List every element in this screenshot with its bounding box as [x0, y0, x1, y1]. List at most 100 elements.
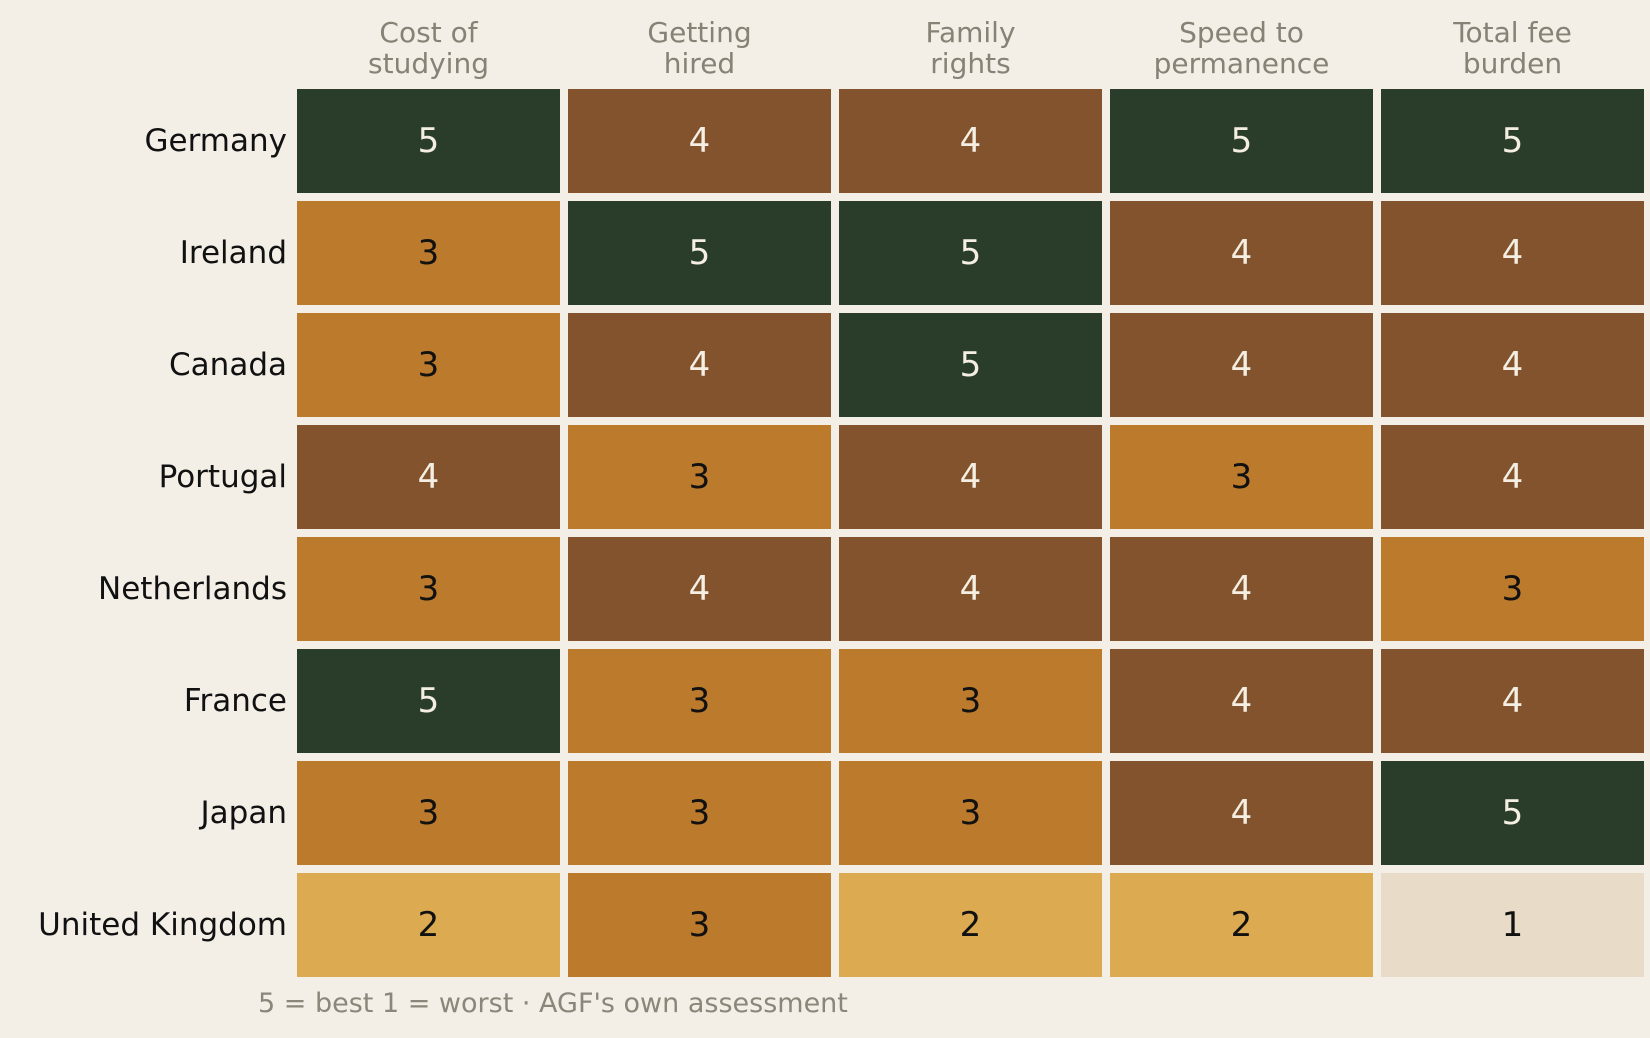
column-label-line: permanence: [1154, 47, 1330, 80]
cell-value-label: 4: [1502, 345, 1524, 385]
row-label-ireland: Ireland: [180, 235, 287, 271]
heatmap-cell-netherlands-total-fee-burden: [1381, 537, 1644, 641]
cell-value-label: 5: [689, 233, 711, 273]
heatmap-cell-portugal-getting-hired: [568, 425, 831, 529]
heatmap-cell-japan-total-fee-burden: [1381, 761, 1644, 865]
cell-value-label: 4: [1231, 793, 1253, 833]
column-label-line: Total fee: [1452, 16, 1572, 49]
heatmap-cell-canada-total-fee-burden: [1381, 313, 1644, 417]
cell-value-label: 5: [418, 681, 440, 721]
heatmap-cell-netherlands-cost-of-studying: [297, 537, 560, 641]
heatmap-cell-ireland-family-rights: [839, 201, 1102, 305]
cell-value-label: 3: [689, 905, 711, 945]
cell-value-label: 4: [1502, 457, 1524, 497]
row-labels: Germany Ireland Canada Portugal Netherlands F…: [38, 123, 287, 943]
heatmap-cell-france-family-rights: [839, 649, 1102, 753]
heatmap-cell-portugal-speed-to-permanence: [1110, 425, 1373, 529]
cell-value-label: 4: [1231, 345, 1253, 385]
heatmap-cell-united-kingdom-speed-to-permanence: [1110, 873, 1373, 977]
heatmap-cell-japan-speed-to-permanence: [1110, 761, 1373, 865]
column-label-line: Cost of: [379, 16, 478, 49]
heatmap-cell-japan-getting-hired: [568, 761, 831, 865]
row-label-japan: Japan: [199, 795, 287, 831]
heatmap-cell-canada-speed-to-permanence: [1110, 313, 1373, 417]
heatmap-cell-germany-speed-to-permanence: [1110, 89, 1373, 193]
column-label-getting-hired: Getting hired: [647, 16, 751, 80]
heatmap-cell-ireland-speed-to-permanence: [1110, 201, 1373, 305]
column-label-line: Family: [925, 16, 1015, 49]
column-label-line: studying: [368, 47, 489, 80]
heatmap-cell-germany-cost-of-studying: [297, 89, 560, 193]
cell-value-label: 5: [1502, 121, 1524, 161]
cell-value-label: 4: [689, 345, 711, 385]
heatmap-cell-canada-cost-of-studying: [297, 313, 560, 417]
cell-value-label: 2: [960, 905, 982, 945]
heatmap-cell-japan-cost-of-studying: [297, 761, 560, 865]
cell-value-label: 5: [418, 121, 440, 161]
cell-value-label: 4: [1231, 681, 1253, 721]
row-label-germany: Germany: [145, 123, 287, 159]
heatmap-cell-netherlands-family-rights: [839, 537, 1102, 641]
row-label-portugal: Portugal: [159, 459, 287, 495]
heatmap-cells: 5 4 4 5 5 3 5 5 4 4 3 4 5 4 4 4 3 4 3 4 3 4 4 4 3 5 3 3 4 4 3 3 3 4 5 2 3 2 2 1: [297, 89, 1644, 977]
cell-value-label: 1: [1502, 905, 1524, 945]
heatmap-cell-germany-family-rights: [839, 89, 1102, 193]
row-label-united-kingdom: United Kingdom: [38, 907, 287, 943]
cell-value-label: 3: [418, 345, 440, 385]
row-label-france: France: [184, 683, 287, 719]
cell-value-label: 4: [1231, 569, 1253, 609]
cell-value-label: 4: [1502, 233, 1524, 273]
cell-value-label: 5: [1502, 793, 1524, 833]
cell-value-label: 3: [689, 457, 711, 497]
heatmap-cell-germany-total-fee-burden: [1381, 89, 1644, 193]
heatmap-cell-japan-family-rights: [839, 761, 1102, 865]
cell-value-label: 4: [960, 569, 982, 609]
heatmap-cell-portugal-family-rights: [839, 425, 1102, 529]
cell-value-label: 5: [1231, 121, 1253, 161]
cell-value-label: 3: [1502, 569, 1524, 609]
heatmap-cell-france-total-fee-burden: [1381, 649, 1644, 753]
cell-value-label: 3: [689, 681, 711, 721]
column-labels: Cost of studying Getting hired Family rights S…: [368, 16, 1572, 80]
cell-value-label: 4: [689, 121, 711, 161]
cell-value-label: 4: [960, 457, 982, 497]
cell-value-label: 5: [960, 233, 982, 273]
cell-value-label: 4: [960, 121, 982, 161]
heatmap-cell-ireland-total-fee-burden: [1381, 201, 1644, 305]
cell-value-label: 3: [418, 233, 440, 273]
row-label-canada: Canada: [169, 347, 287, 383]
cell-value-label: 4: [689, 569, 711, 609]
cell-value-label: 4: [418, 457, 440, 497]
cell-value-label: 2: [418, 905, 440, 945]
cell-value-label: 5: [960, 345, 982, 385]
column-label-family-rights: Family rights: [925, 16, 1015, 80]
row-label-netherlands: Netherlands: [98, 571, 287, 607]
heatmap-cell-netherlands-getting-hired: [568, 537, 831, 641]
cell-value-label: 4: [1502, 681, 1524, 721]
heatmap-cell-canada-family-rights: [839, 313, 1102, 417]
scale-footnote: 5 = best 1 = worst · AGF's own assessmen…: [258, 988, 848, 1019]
cell-value-label: 3: [960, 793, 982, 833]
column-label-line: hired: [664, 47, 735, 80]
heatmap-cell-united-kingdom-getting-hired: [568, 873, 831, 977]
column-label-line: Speed to: [1179, 16, 1304, 49]
heatmap-cell-netherlands-speed-to-permanence: [1110, 537, 1373, 641]
heatmap-cell-germany-getting-hired: [568, 89, 831, 193]
heatmap-cell-ireland-cost-of-studying: [297, 201, 560, 305]
cell-value-label: 3: [418, 793, 440, 833]
heatmap-cell-united-kingdom-family-rights: [839, 873, 1102, 977]
column-label-speed-to-permanence: Speed to permanence: [1154, 16, 1330, 80]
cell-value-label: 3: [418, 569, 440, 609]
cell-value-label: 3: [960, 681, 982, 721]
heatmap-cell-canada-getting-hired: [568, 313, 831, 417]
heatmap-cell-france-speed-to-permanence: [1110, 649, 1373, 753]
cell-value-label: 3: [1231, 457, 1253, 497]
cell-value-label: 4: [1231, 233, 1253, 273]
cell-value-label: 3: [689, 793, 711, 833]
heatmap-cell-united-kingdom-cost-of-studying: [297, 873, 560, 977]
heatmap-cell-france-cost-of-studying: [297, 649, 560, 753]
heatmap-cell-ireland-getting-hired: [568, 201, 831, 305]
column-label-line: burden: [1463, 47, 1562, 80]
cell-value-label: 2: [1231, 905, 1253, 945]
